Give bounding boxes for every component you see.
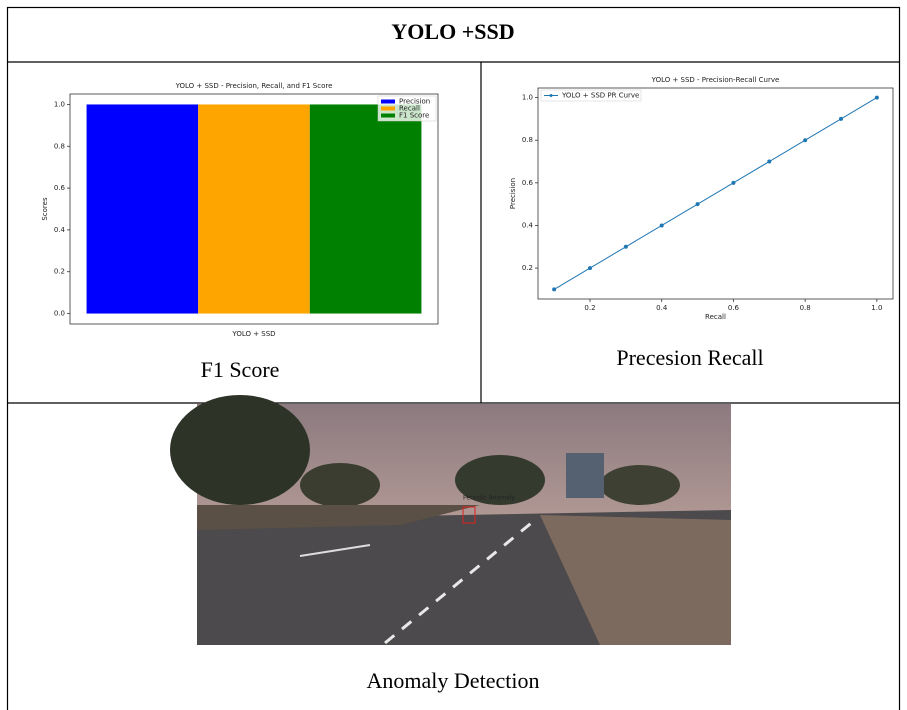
point [767, 160, 771, 164]
x-tick-label: YOLO + SSD [231, 330, 275, 338]
y-tick-label: 0.6 [54, 184, 66, 192]
point [588, 266, 592, 270]
legend-label: YOLO + SSD PR Curve [561, 92, 639, 100]
y-tick-label: 1.0 [522, 94, 533, 102]
chart-title: YOLO + SSD - Precision, Recall, and F1 S… [175, 82, 333, 90]
caption: F1 Score [201, 357, 280, 382]
point [875, 96, 879, 100]
point [839, 117, 843, 121]
table-title: YOLO +SSD [391, 19, 514, 44]
point [552, 287, 556, 291]
chart-title: YOLO + SSD - Precision-Recall Curve [651, 76, 780, 84]
bar [87, 104, 199, 313]
x-tick-label: 1.0 [871, 304, 882, 312]
legend-swatch [381, 114, 395, 118]
y-axis-label: Scores [41, 197, 49, 221]
point [624, 245, 628, 249]
y-tick-label: 0.4 [54, 226, 66, 234]
point [803, 138, 807, 142]
y-tick-label: 0.6 [522, 179, 534, 187]
y-tick-label: 0.8 [54, 142, 65, 150]
y-tick-label: 0.0 [54, 310, 65, 318]
bar [310, 104, 422, 313]
x-tick-label: 0.8 [800, 304, 811, 312]
x-tick-label: 0.6 [728, 304, 740, 312]
page: YOLO +SSD F1 Score Precesion Recall Anom… [0, 0, 907, 710]
legend-swatch [381, 107, 395, 111]
photo: Periodic Anomaly [170, 395, 731, 645]
y-tick-label: 0.2 [54, 268, 65, 276]
caption: Anomaly Detection [367, 668, 540, 693]
detection-label: Periodic Anomaly [463, 495, 515, 502]
x-tick-label: 0.4 [656, 304, 668, 312]
point [731, 181, 735, 185]
y-axis-label: Precision [509, 178, 517, 209]
y-tick-label: 0.8 [522, 136, 533, 144]
x-axis-label: Recall [705, 313, 726, 321]
y-tick-label: 1.0 [54, 100, 65, 108]
y-tick-label: 0.2 [522, 264, 533, 272]
point [660, 223, 664, 227]
bar [198, 104, 310, 313]
line [554, 98, 877, 290]
legend-swatch [381, 100, 395, 104]
x-tick-label: 0.2 [584, 304, 595, 312]
legend-swatch [550, 94, 553, 97]
point [696, 202, 700, 206]
legend-label: F1 Score [399, 112, 429, 120]
y-tick-label: 0.4 [522, 221, 534, 229]
caption: Precesion Recall [616, 345, 763, 370]
